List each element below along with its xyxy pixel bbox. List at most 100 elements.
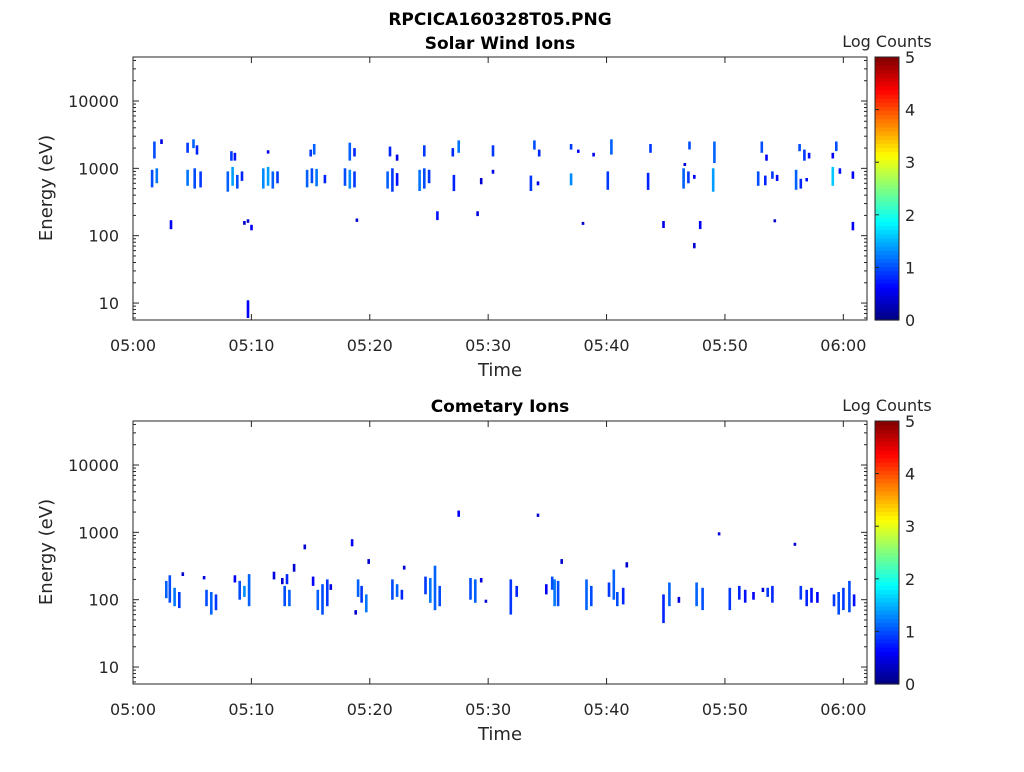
colorbar-swatch: [875, 494, 899, 500]
x-tick-label: 05:30: [465, 336, 511, 355]
x-tick-label: 05:30: [465, 700, 511, 719]
heatmap-cell: [316, 589, 320, 611]
heatmap-cell: [436, 211, 439, 221]
colorbar-swatch: [875, 429, 899, 434]
colorbar-swatch: [875, 614, 899, 619]
colorbar-swatch: [875, 278, 899, 284]
colorbar-frame: [874, 420, 900, 685]
colorbar-swatch: [875, 503, 899, 508]
heatmap-cell: [760, 141, 764, 153]
y-axis-label: Energy (eV): [36, 499, 57, 605]
heatmap-cell: [805, 589, 808, 607]
heatmap-cell: [668, 582, 671, 607]
heatmap-cell: [713, 141, 716, 163]
heatmap-cell: [323, 174, 327, 184]
heatmap-cell: [192, 139, 195, 149]
colorbar-frame: [874, 56, 900, 321]
heatmap-cell: [236, 174, 239, 189]
heatmap-cell: [569, 144, 573, 150]
colorbar-swatch: [875, 204, 899, 210]
plot-area: [132, 56, 868, 321]
axes-ticks: 05:00 05:10 05:20 05:30 05:40 05:50 06:00 10 100…: [68, 421, 867, 719]
x-tick-label: 05:50: [702, 336, 748, 355]
heatmap-cell: [484, 599, 488, 603]
heatmap-cell: [743, 589, 747, 603]
x-tick-label: 05:00: [110, 336, 156, 355]
heatmap-cell: [303, 544, 307, 550]
x-tick-label: 05:20: [347, 336, 393, 355]
y-tick-label: 10000: [68, 92, 119, 111]
heatmap-cell: [315, 168, 318, 187]
y-tick-label: 100: [88, 227, 119, 246]
heatmap-cell: [230, 151, 233, 161]
colorbar-swatch: [875, 270, 899, 276]
colorbar-swatch: [875, 511, 899, 517]
colorbar-tick-label: 1: [905, 258, 915, 277]
colorbar-swatch: [875, 605, 899, 611]
heatmap-cell: [621, 587, 625, 605]
heatmap-cell: [271, 171, 275, 189]
heatmap-cell: [202, 576, 206, 580]
colorbar-swatch: [875, 237, 899, 243]
heatmap-cell: [360, 585, 363, 603]
heatmap-cell: [752, 592, 755, 600]
y-axis-label: Energy (eV): [36, 135, 57, 241]
heatmap-cell: [391, 168, 394, 192]
colorbar-tick-label: 2: [905, 206, 915, 225]
heatmap-cell: [423, 168, 426, 189]
colorbar-swatch: [875, 57, 899, 62]
colorbar-swatch: [875, 167, 899, 173]
colorbar-swatch: [875, 61, 899, 66]
heatmap-cell: [321, 584, 324, 615]
colorbar-swatch: [875, 663, 899, 669]
x-tick-label: 05:10: [228, 336, 274, 355]
heatmap-cell: [616, 592, 619, 607]
colorbar-swatch: [875, 630, 899, 636]
heatmap-cell: [169, 220, 173, 230]
x-tick-label: 05:50: [702, 700, 748, 719]
colorbar-swatch: [875, 106, 899, 112]
heatmap-cell: [560, 559, 563, 564]
colorbar-swatch: [875, 544, 899, 549]
y-tick-label: 10: [99, 294, 119, 313]
colorbar-swatch: [875, 159, 899, 165]
colorbar-swatch: [875, 638, 899, 644]
heatmap-cell: [831, 152, 835, 159]
heatmap-cells: [150, 139, 855, 318]
colorbar-tick-label: 3: [905, 517, 915, 536]
colorbar-swatch: [875, 462, 899, 467]
heatmap-cell: [592, 152, 595, 157]
heatmap-cell: [276, 171, 279, 184]
axes-ticks: 05:00 05:10 05:20 05:30 05:40 05:50 06:00 10 100…: [68, 57, 867, 355]
colorbar-swatch: [875, 626, 899, 632]
heatmap-cell: [210, 592, 213, 615]
heatmap-cell: [717, 532, 721, 536]
colorbar-swatch: [875, 81, 899, 87]
colorbar-tick-label: 3: [905, 153, 915, 172]
colorbar-swatch: [875, 499, 899, 504]
heatmap-cell: [388, 146, 392, 157]
heatmap-cell: [773, 219, 777, 223]
colorbar-swatch: [875, 642, 899, 648]
solar-wind-panel: Solar Wind Ions 05:00 05:10 05:20 05:30 05:4…: [36, 32, 932, 381]
colorbar-swatch: [875, 655, 899, 660]
colorbar-swatch: [875, 585, 899, 591]
heatmap-cell: [728, 587, 732, 611]
heatmap-cell: [711, 168, 715, 192]
heatmap-cell: [355, 218, 359, 222]
heatmap-cell: [433, 565, 437, 611]
heatmap-cell: [771, 171, 774, 179]
heatmap-cell: [283, 585, 286, 607]
heatmap-cell: [810, 587, 813, 603]
colorbar-swatch: [875, 474, 899, 480]
heatmap-cell: [852, 594, 856, 607]
heatmap-cell: [838, 168, 842, 174]
heatmap-cell: [848, 580, 851, 613]
heatmap-cell: [240, 171, 244, 181]
colorbar-swatch: [875, 303, 899, 309]
colorbar-swatch: [875, 135, 899, 140]
colorbar-swatch: [875, 250, 899, 255]
heatmap-cell: [693, 174, 696, 179]
heatmap-cell: [451, 148, 455, 157]
colorbar-swatch: [875, 457, 899, 463]
